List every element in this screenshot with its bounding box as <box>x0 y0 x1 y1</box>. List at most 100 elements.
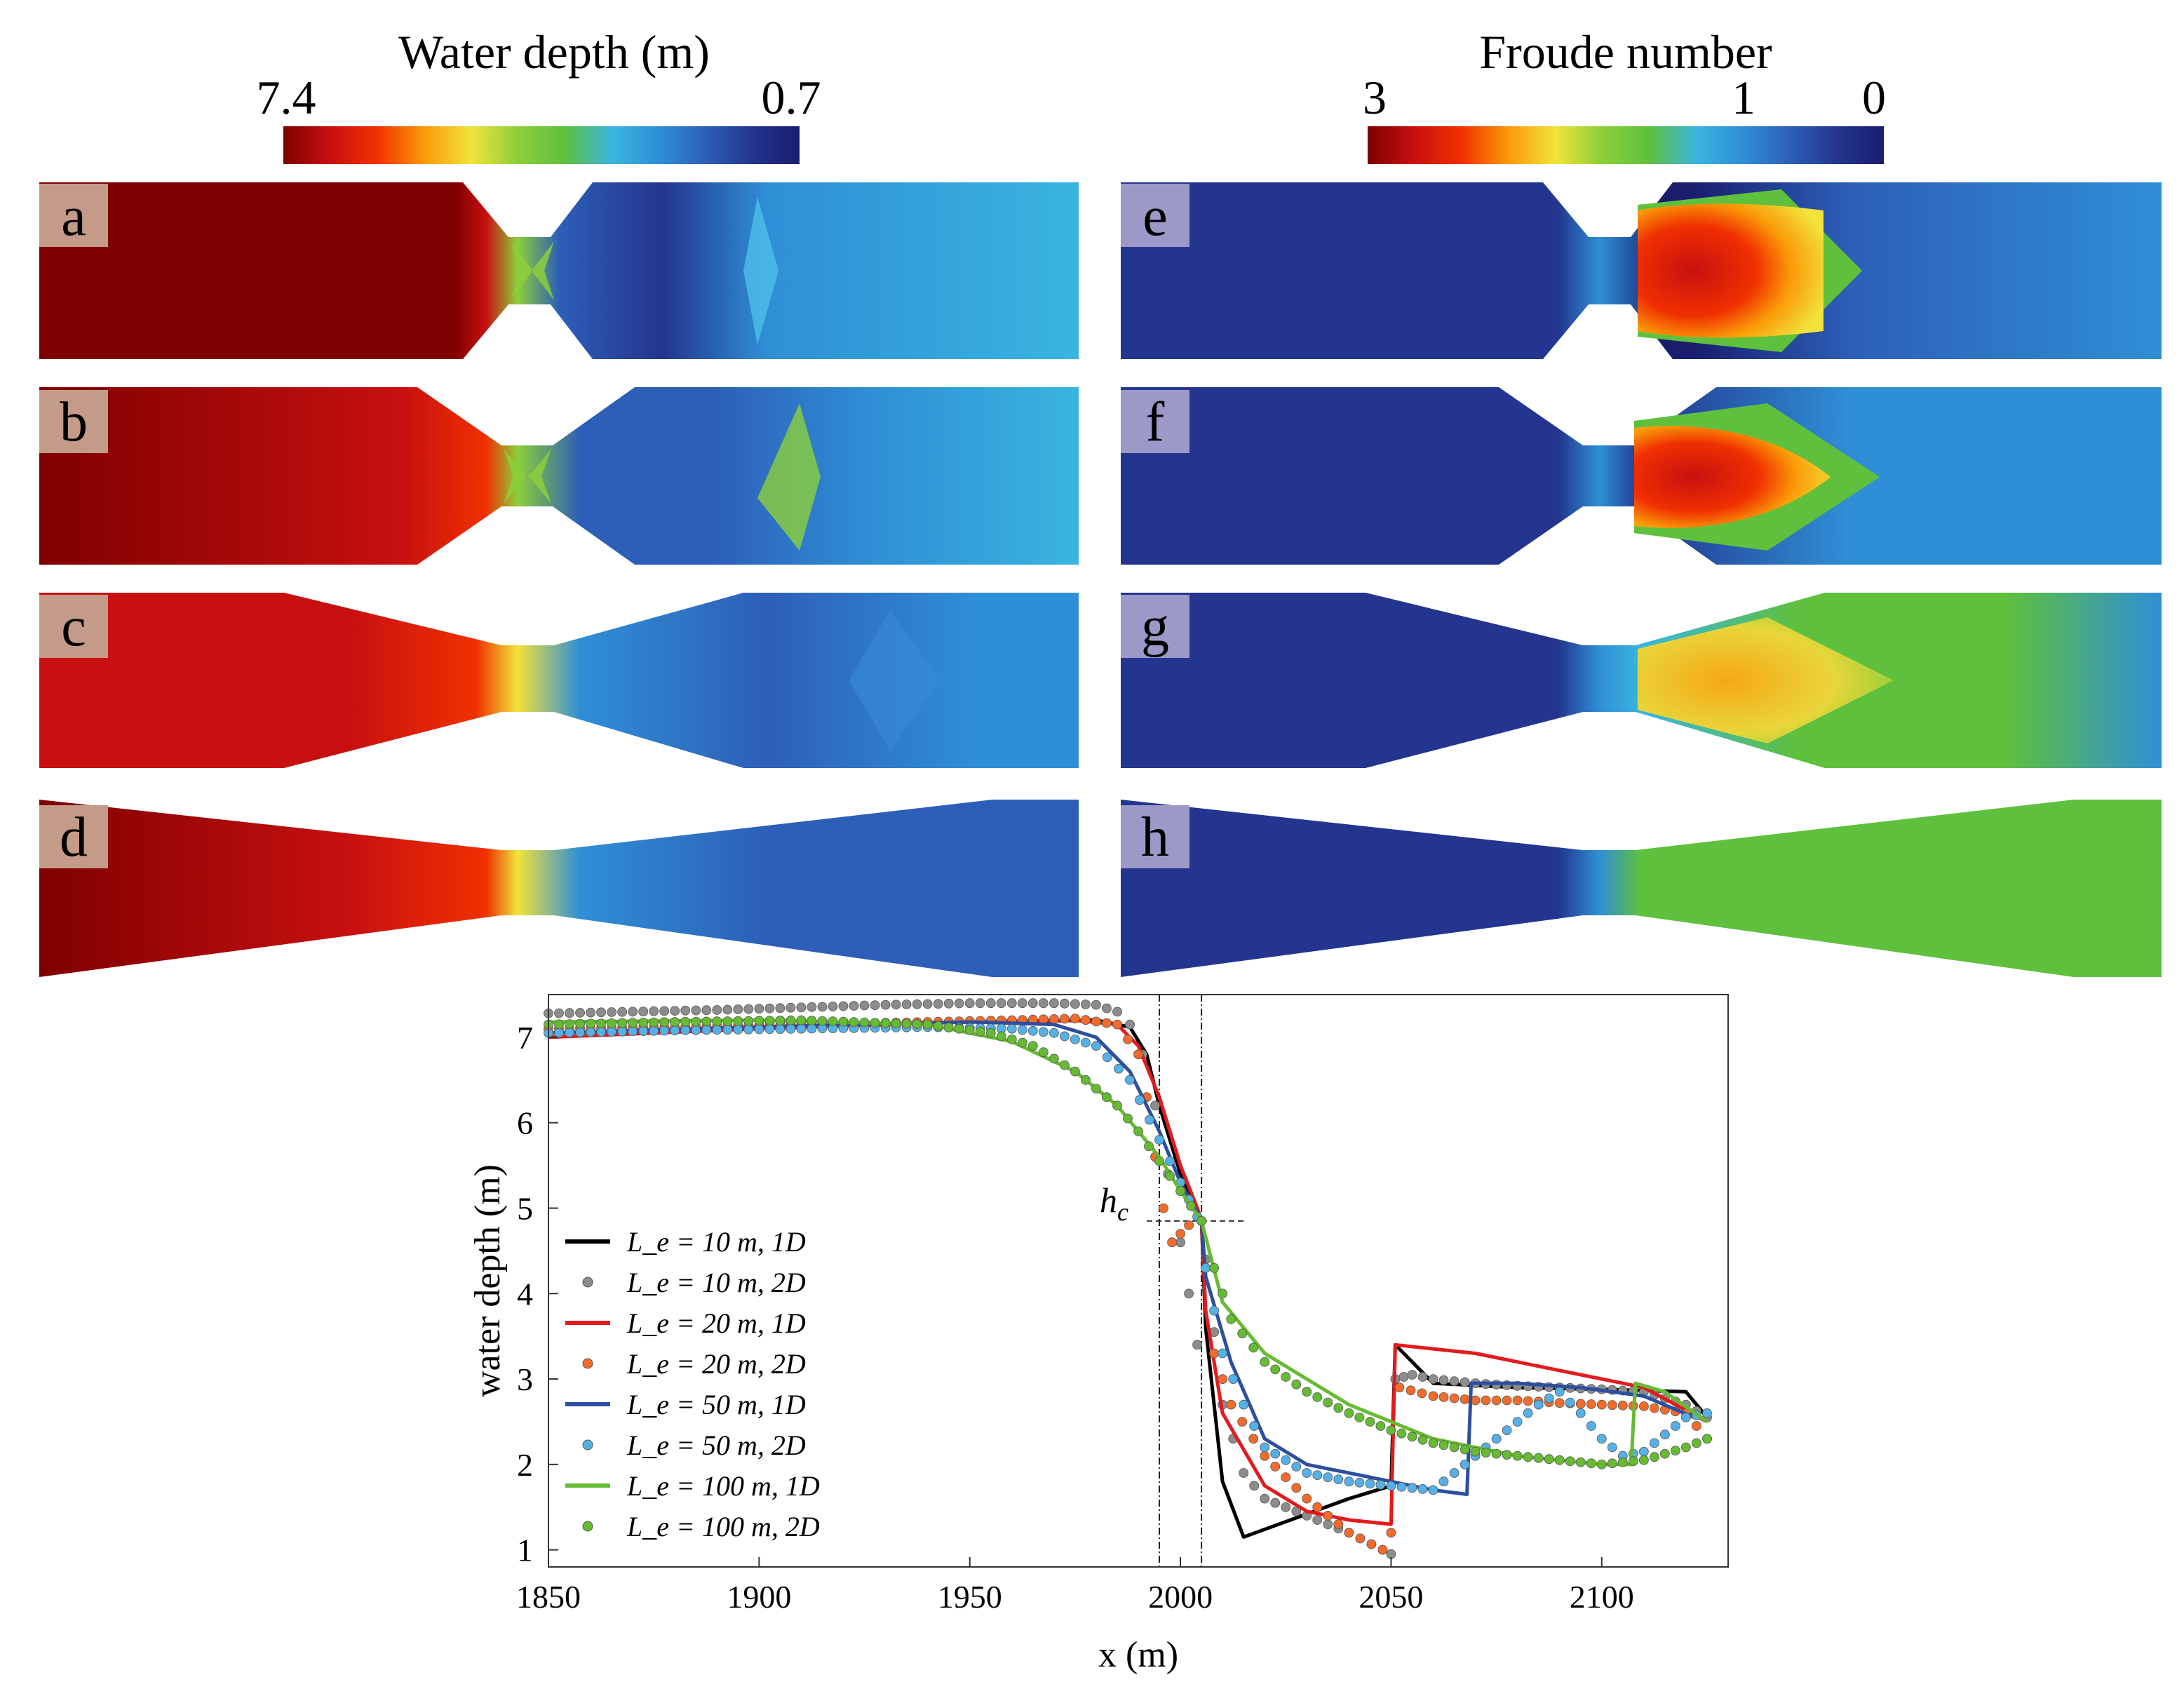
data-point <box>985 1028 996 1038</box>
data-point <box>1081 1075 1091 1085</box>
data-point <box>1554 1455 1565 1465</box>
data-point <box>1523 1396 1533 1406</box>
data-point <box>680 1025 691 1035</box>
data-point <box>1081 1037 1091 1048</box>
data-point <box>754 1024 764 1035</box>
data-point <box>1670 1421 1680 1431</box>
data-point <box>586 1007 595 1018</box>
data-point <box>1281 1455 1291 1465</box>
x-tick-label: 1900 <box>727 1579 791 1615</box>
data-point <box>775 1024 786 1034</box>
data-point <box>596 1027 606 1037</box>
data-point <box>1228 1374 1239 1384</box>
data-point <box>1638 1446 1649 1457</box>
data-point <box>1260 1357 1270 1367</box>
data-point <box>1091 1016 1101 1027</box>
plot-legend: L_e = 10 m, 1D L_e = 10 m, 2D L_e = 20 m, … <box>565 1226 820 1542</box>
legend-label-0: L_e = 10 m, 1D <box>626 1226 806 1258</box>
data-point <box>1260 1493 1270 1504</box>
data-point <box>1144 1141 1154 1152</box>
data-point <box>1175 1186 1185 1196</box>
data-point <box>1112 1007 1122 1017</box>
colorbar-tick-depth-min: 0.7 <box>762 71 821 124</box>
data-point <box>1438 1476 1449 1487</box>
panel-d: d <box>39 800 1079 977</box>
data-point <box>880 1000 891 1010</box>
data-point <box>1323 1510 1333 1521</box>
data-point <box>764 1024 775 1035</box>
data-point <box>1386 1528 1396 1538</box>
data-point <box>1596 1434 1607 1444</box>
data-point <box>849 1001 859 1011</box>
data-point <box>1575 1408 1586 1418</box>
data-point <box>1017 998 1027 1009</box>
data-point <box>1038 998 1049 1009</box>
data-point <box>1060 1014 1070 1024</box>
y-tick-label: 3 <box>517 1361 533 1397</box>
panel-e: e <box>1121 182 2162 359</box>
data-point <box>1060 1031 1070 1042</box>
data-point <box>1438 1375 1449 1385</box>
data-point <box>733 1025 743 1035</box>
data-point <box>1344 1528 1354 1538</box>
data-point <box>1607 1458 1617 1469</box>
data-point <box>1638 1455 1649 1465</box>
data-point <box>1049 1014 1059 1024</box>
data-point <box>1554 1398 1565 1408</box>
data-point <box>1565 1397 1575 1408</box>
data-point <box>1659 1448 1670 1459</box>
data-point <box>996 998 1006 1009</box>
data-point <box>1502 1425 1512 1435</box>
label-bg-b <box>39 390 108 453</box>
data-point <box>1270 1461 1281 1472</box>
data-point <box>1270 1364 1281 1375</box>
data-point <box>1070 1035 1080 1044</box>
x-tick-label: 1850 <box>516 1579 581 1615</box>
data-point <box>575 1018 585 1029</box>
data-point <box>1081 1000 1091 1009</box>
data-point <box>1565 1456 1575 1467</box>
data-point <box>670 1017 680 1027</box>
data-point <box>1112 1019 1122 1030</box>
data-point <box>1017 1037 1027 1048</box>
channel-c <box>39 593 1079 768</box>
data-point <box>1027 1025 1038 1036</box>
data-point <box>1312 1470 1323 1481</box>
data-point <box>712 1016 722 1027</box>
data-point <box>1260 1442 1270 1453</box>
data-point <box>1586 1458 1596 1469</box>
data-point <box>1596 1459 1607 1469</box>
data-point <box>1209 1348 1219 1359</box>
data-point <box>1226 1314 1236 1324</box>
data-point <box>743 1024 754 1035</box>
data-point <box>1027 998 1038 1009</box>
legend-label-4: L_e = 50 m, 1D <box>626 1389 806 1420</box>
panel-label-a: a <box>61 186 86 248</box>
label-bg-h <box>1121 805 1189 868</box>
data-point <box>796 1015 807 1025</box>
data-point <box>1449 1376 1460 1386</box>
data-point <box>1396 1481 1407 1492</box>
data-point <box>1533 1399 1544 1410</box>
data-point <box>1154 1156 1164 1166</box>
data-point <box>1249 1421 1260 1431</box>
data-point <box>1070 1014 1080 1023</box>
y-tick-label: 6 <box>517 1105 533 1141</box>
data-point <box>691 1005 701 1016</box>
data-point <box>743 1016 754 1026</box>
legend-label-1: L_e = 10 m, 2D <box>626 1267 806 1298</box>
data-point <box>1544 1393 1554 1404</box>
data-point <box>1523 1452 1533 1462</box>
data-point <box>1607 1442 1617 1453</box>
data-point <box>1333 1474 1344 1485</box>
data-point <box>1150 1101 1160 1111</box>
data-point <box>1175 1229 1185 1239</box>
data-point <box>712 1025 722 1035</box>
data-point <box>859 1017 870 1028</box>
data-point <box>1617 1457 1628 1467</box>
data-point <box>1237 1328 1248 1338</box>
label-bg-g <box>1121 595 1189 658</box>
x-tick-label: 2050 <box>1359 1579 1423 1615</box>
data-point <box>1248 1342 1259 1353</box>
data-point <box>1366 1539 1377 1549</box>
